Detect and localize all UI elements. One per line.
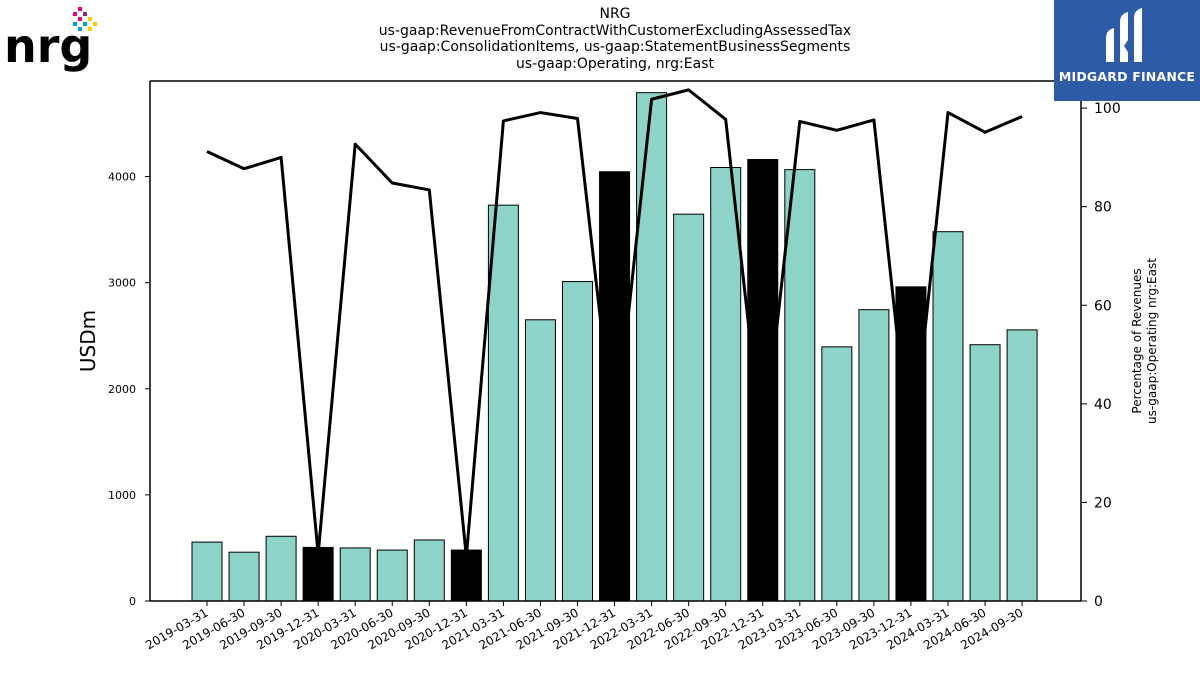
bar-2024-03-31 [932,231,964,602]
bar-2022-09-30 [710,166,742,602]
bar-2019-06-30 [228,551,260,602]
midgard-finance-logo: MIDGARD FINANCE [1054,0,1200,101]
bar-2020-03-31 [339,547,371,602]
bars-layer [191,92,1038,602]
bar-2019-12-31 [302,546,334,602]
y2-tick-label-40: 40 [1094,397,1112,413]
percentage-line [206,88,1023,559]
bar-2019-09-30 [265,535,297,602]
bar-2020-06-30 [376,549,408,602]
bar-2023-09-30 [858,309,890,602]
bar-2019-03-31 [191,541,223,602]
bar-2023-06-30 [821,346,853,602]
bar-2021-09-30 [562,281,593,602]
bar-2020-09-30 [413,539,445,602]
bar-2024-09-30 [1006,329,1038,602]
chart-title: NRG us-gaap:RevenueFromContractWithCusto… [315,6,915,72]
bar-2022-06-30 [673,213,705,602]
nrg-cross-icon [73,7,97,31]
bar-2024-06-30 [969,344,1001,602]
bar-2023-03-31 [784,169,816,602]
midgard-logo-text: MIDGARD FINANCE [1058,69,1196,84]
title-line-company: NRG [599,6,631,22]
y-tick-label-0: 0 [129,595,136,608]
y2-tick-label-60: 60 [1094,298,1112,314]
y-tick-label-3000: 3000 [108,277,136,290]
title-line-concept: us-gaap:RevenueFromContractWithCustomerE… [378,22,852,39]
y2-tick-label-80: 80 [1094,200,1112,216]
bar-2022-03-31 [636,92,668,602]
nrg-logo-text: nrg [4,19,92,73]
bar-2021-12-31 [599,171,631,602]
bar-2020-12-31 [450,549,482,602]
midgard-emblem-icon [1106,8,1142,62]
y-tick-label-4000: 4000 [108,171,136,184]
y2-axis-label-line2: us-gaap:Operating nrg:East [1145,258,1159,424]
title-line-axes: us-gaap:ConsolidationItems, us-gaap:Stat… [379,39,851,55]
bar-2022-12-31 [747,159,779,602]
y2-tick-label-0: 0 [1094,594,1103,610]
y2-tick-label-20: 20 [1094,495,1112,511]
y-tick-label-2000: 2000 [108,383,136,396]
y2-axis-label-line1: Percentage of Revenues [1130,268,1144,413]
y2-tick-label-100: 100 [1094,101,1121,117]
y-axis-label: USDm [76,310,100,372]
title-line-members: us-gaap:Operating, nrg:East [516,55,714,72]
bar-2021-03-31 [487,204,519,602]
nrg-logo: nrg [4,4,104,74]
bar-2023-12-31 [895,286,927,602]
bar-2021-06-30 [524,319,556,602]
y-tick-label-1000: 1000 [108,489,136,502]
line-layer [206,88,1023,559]
